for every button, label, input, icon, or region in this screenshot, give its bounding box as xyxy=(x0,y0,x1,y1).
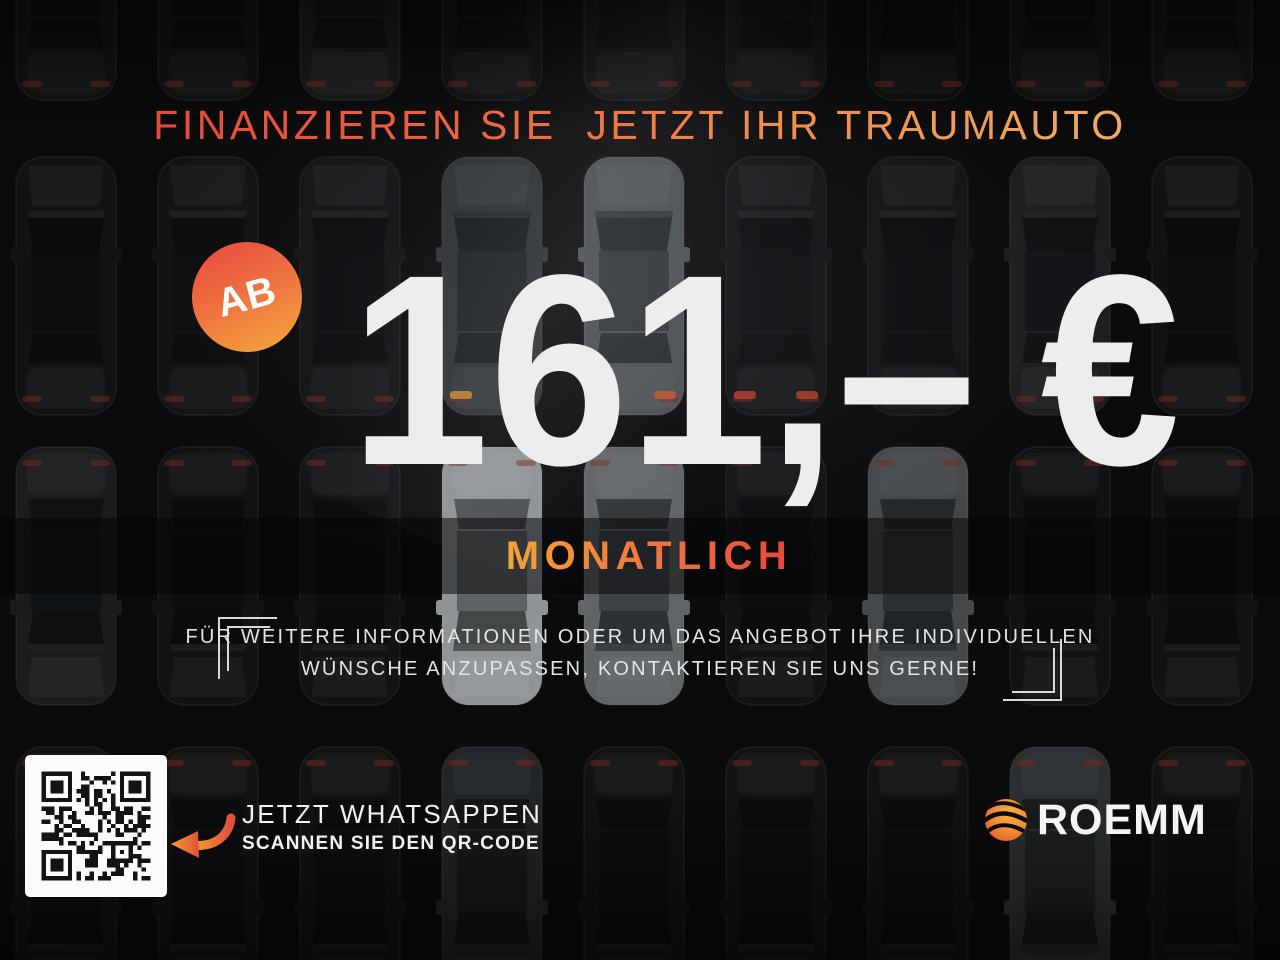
price-amount: 161,– xyxy=(350,218,977,522)
info-text: FÜR WEITERE INFORMATIONEN ODER UM DAS AN… xyxy=(0,621,1280,685)
bracket-bottom-right-outer xyxy=(1003,639,1062,701)
qr-code-icon xyxy=(41,771,151,881)
info-line-1: FÜR WEITERE INFORMATIONEN ODER UM DAS AN… xyxy=(185,626,1095,648)
period-band: MONATLICH xyxy=(0,518,1280,594)
brand-name: ROEMM xyxy=(1037,796,1207,844)
ab-badge-label: AB xyxy=(212,267,282,326)
brand-logo: ROEMM xyxy=(982,796,1207,844)
cta-subtitle: SCANNEN SIE DEN QR-CODE xyxy=(242,833,540,854)
bracket-top-left-inner xyxy=(227,626,270,671)
bracket-bottom-right-inner xyxy=(1012,648,1055,693)
qr-code-card xyxy=(25,755,167,897)
roemm-logo-icon xyxy=(985,799,1027,841)
whatsapp-cta: JETZT WHATSAPPEN SCANNEN SIE DEN QR-CODE xyxy=(242,799,543,856)
headline: FINANZIEREN SIE JETZT IHR TRAUMAUTO xyxy=(0,101,1280,149)
price-currency: € xyxy=(1040,218,1180,522)
period-label: MONATLICH xyxy=(488,536,793,576)
info-line-2: WÜNSCHE ANZUPASSEN, KONTAKTIEREN SIE UNS… xyxy=(300,658,980,680)
cta-title: JETZT WHATSAPPEN xyxy=(242,799,543,829)
curved-arrow-left-icon xyxy=(164,810,238,868)
bracket-top-left-outer xyxy=(218,617,277,679)
price-line: 161,– € xyxy=(350,234,1180,506)
ab-badge: AB xyxy=(192,242,302,352)
